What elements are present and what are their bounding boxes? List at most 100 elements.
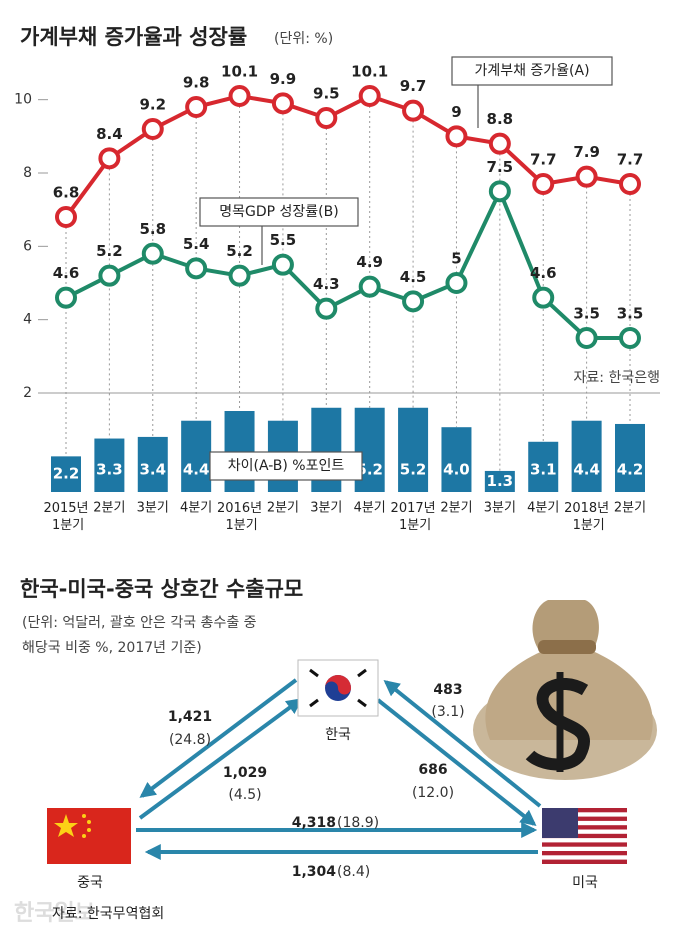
x-tick-label: 2018년 1분기	[564, 501, 609, 533]
y-tick-label: 2	[23, 385, 32, 401]
point	[488, 132, 511, 155]
point	[532, 173, 555, 195]
point	[228, 85, 251, 107]
bar-label: 4.2	[617, 461, 644, 479]
diagram-subtitle: (단위: 억달러, 괄호 안은 각국 총수출 중	[22, 615, 257, 631]
x-tick-label: 2분기	[267, 501, 299, 516]
flag-china	[47, 808, 131, 864]
point-label: 4.9	[356, 253, 383, 271]
point	[141, 242, 164, 265]
point	[55, 286, 77, 309]
point-label: 8.4	[96, 125, 123, 143]
x-tick-label: 4분기	[354, 501, 386, 516]
edge-value: 1,029	[223, 765, 267, 781]
point	[445, 272, 468, 294]
bar-label: 3.1	[530, 461, 557, 479]
point	[141, 118, 164, 140]
money-bag	[473, 600, 657, 780]
y-tick-label: 4	[23, 312, 32, 328]
point	[98, 264, 121, 287]
node-label: 중국	[77, 875, 103, 891]
chart-unit: (단위: %)	[274, 31, 333, 47]
point-label: 3.5	[617, 305, 644, 323]
edge-share: (24.8)	[169, 732, 211, 748]
point-label: 4.3	[313, 275, 340, 293]
point	[575, 327, 598, 349]
bar-label: 5.2	[400, 461, 427, 479]
bar	[484, 470, 515, 492]
node-label: 미국	[572, 875, 598, 891]
chart-title: 가계부채 증가율과 성장률	[20, 25, 247, 49]
edge-value: 1,421	[168, 709, 212, 725]
arrow	[139, 678, 298, 798]
point-label: 9.2	[139, 96, 166, 114]
diagram-subtitle: 해당국 비중 %, 2017년 기준)	[22, 640, 202, 656]
legend-box	[451, 56, 613, 86]
node-label: 한국	[325, 727, 351, 743]
point-label: 7.7	[530, 151, 557, 169]
point-label: 4.6	[53, 264, 80, 282]
point-label: 5.4	[183, 235, 210, 253]
diagram-source: 자료: 한국무역협회	[52, 906, 164, 922]
bar-label: 4.0	[443, 461, 470, 479]
point-label: 3.5	[573, 305, 600, 323]
y-tick-label: 6	[23, 238, 32, 254]
x-tick-label: 3분기	[310, 501, 342, 516]
edge-share: (18.9)	[337, 815, 379, 831]
point-label: 5.2	[96, 242, 123, 260]
edge-share: (12.0)	[412, 785, 454, 801]
x-tick-label: 2분기	[93, 501, 125, 516]
bar	[398, 407, 429, 492]
bar-label: 4.4	[573, 461, 600, 479]
point-label: 9.5	[313, 85, 340, 103]
legend-label: 차이(A-B) %포인트	[228, 458, 345, 474]
bar-label: 2.2	[53, 465, 80, 483]
point	[315, 297, 338, 320]
x-tick-label: 2분기	[614, 501, 646, 516]
point-label: 5.8	[139, 220, 166, 238]
arrow	[376, 698, 537, 826]
point-label: 5.2	[226, 242, 253, 260]
diagram-title: 한국-미국-중국 상호간 수출규모	[20, 577, 303, 601]
x-tick-label: 2016년 1분기	[217, 501, 262, 533]
point-label: 9.7	[400, 77, 427, 95]
legend-label: 가계부채 증가율(A)	[474, 63, 589, 79]
point	[358, 275, 381, 298]
point	[619, 327, 641, 349]
bar	[137, 436, 168, 492]
point-label: 6.8	[53, 184, 80, 202]
point-label: 7.7	[617, 151, 644, 169]
point	[402, 99, 425, 122]
arrow	[138, 698, 303, 820]
point	[619, 173, 641, 195]
point	[402, 290, 425, 313]
point	[445, 125, 468, 148]
arrows	[136, 678, 542, 860]
point-label: 7.9	[573, 143, 600, 161]
edge-value: 1,304	[292, 864, 337, 880]
bar	[51, 456, 81, 492]
point	[575, 165, 598, 188]
point-label: 5	[451, 250, 461, 268]
point-label: 9.9	[270, 70, 297, 88]
point	[532, 286, 555, 309]
point	[185, 96, 208, 118]
point-label: 5.5	[270, 231, 297, 249]
legend-box	[199, 197, 359, 227]
bar-label: 1.3	[487, 472, 514, 490]
bar	[571, 420, 602, 492]
bar	[528, 441, 559, 492]
edge-share: (8.4)	[337, 864, 370, 880]
chart: 2468102.23.33.44.45.04.45.25.25.24.01.33…	[14, 56, 660, 533]
legend-box	[209, 451, 363, 481]
chart-source: 자료: 한국은행	[574, 370, 660, 386]
x-tick-label: 2015년 1분기	[43, 501, 88, 533]
x-tick-label: 4분기	[527, 501, 559, 516]
y-tick-label: 8	[23, 165, 32, 181]
point	[271, 92, 294, 115]
point	[488, 180, 511, 203]
point	[271, 253, 294, 276]
flag-usa	[542, 808, 627, 864]
point-label: 10.1	[221, 63, 258, 81]
